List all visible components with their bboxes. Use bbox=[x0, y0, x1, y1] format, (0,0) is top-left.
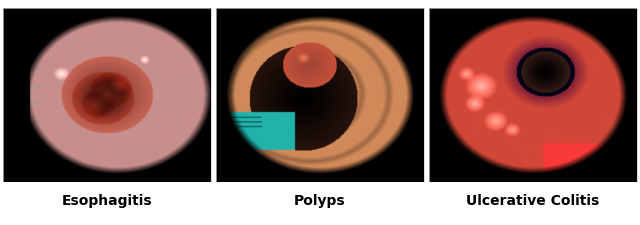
Text: Esophagitis: Esophagitis bbox=[61, 193, 152, 207]
Text: Polyps: Polyps bbox=[294, 193, 346, 207]
Text: Ulcerative Colitis: Ulcerative Colitis bbox=[467, 193, 600, 207]
